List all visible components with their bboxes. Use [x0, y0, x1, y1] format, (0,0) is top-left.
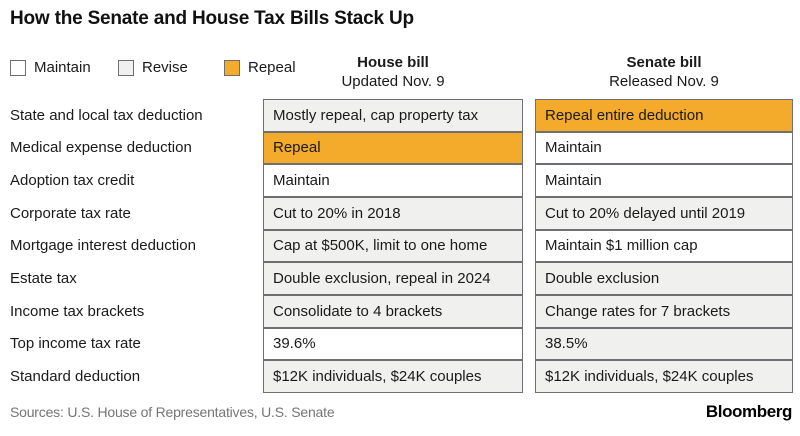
- house-cell: Double exclusion, repeal in 2024: [263, 262, 523, 295]
- senate-bill-subtitle: Released Nov. 9: [609, 73, 719, 90]
- house-cell: Mostly repeal, cap property tax: [263, 99, 523, 132]
- header-band: Maintain Revise Repeal House bill Update…: [0, 52, 800, 98]
- table-row: Mortgage interest deduction Cap at $500K,…: [0, 229, 800, 263]
- house-bill-subtitle: Updated Nov. 9: [341, 73, 445, 90]
- row-label: Adoption tax credit: [10, 172, 135, 190]
- senate-cell: Repeal entire deduction: [535, 99, 793, 132]
- house-cell: Cut to 20% in 2018: [263, 197, 523, 230]
- comparison-table: State and local tax deduction Mostly repe…: [0, 99, 800, 393]
- house-cell: Cap at $500K, limit to one home: [263, 229, 523, 263]
- senate-cell: Maintain $1 million cap: [535, 229, 793, 263]
- senate-cell: $12K individuals, $24K couples: [535, 360, 793, 393]
- table-row: Standard deduction $12K individuals, $24K…: [0, 360, 800, 393]
- table-row: Income tax brackets Consolidate to 4 brac…: [0, 295, 800, 328]
- row-label: Corporate tax rate: [10, 204, 131, 222]
- senate-cell: Change rates for 7 brackets: [535, 295, 793, 328]
- bloomberg-logo: Bloomberg: [705, 402, 793, 421]
- legend-item-repeal: Repeal: [224, 59, 296, 76]
- house-cell: Maintain: [263, 164, 523, 197]
- table-row: Adoption tax credit Maintain Maintain: [0, 164, 800, 197]
- table-row: Corporate tax rate Cut to 20% in 2018 Cut …: [0, 197, 800, 230]
- row-label: Estate tax: [10, 270, 77, 288]
- row-label: Top income tax rate: [10, 335, 141, 353]
- senate-bill-title: Senate bill: [626, 54, 702, 71]
- legend-label-repeal: Repeal: [248, 59, 296, 76]
- senate-cell: Double exclusion: [535, 262, 793, 295]
- legend-swatch-repeal: [224, 59, 240, 76]
- legend-label-revise: Revise: [142, 59, 188, 76]
- senate-bill-column-header: Senate bill Released Nov. 9: [535, 53, 793, 91]
- row-label: Income tax brackets: [10, 302, 145, 320]
- row-label: Medical expense deduction: [10, 139, 192, 157]
- legend-swatch-revise: [118, 59, 134, 76]
- house-bill-title: House bill: [357, 54, 429, 71]
- senate-cell: Cut to 20% delayed until 2019: [535, 197, 793, 230]
- senate-cell: 38.5%: [535, 327, 793, 361]
- row-label: Standard deduction: [10, 368, 141, 386]
- legend-item-revise: Revise: [118, 59, 188, 76]
- house-cell: Consolidate to 4 brackets: [263, 295, 523, 328]
- table-row: State and local tax deduction Mostly repe…: [0, 99, 800, 132]
- senate-cell: Maintain: [535, 164, 793, 197]
- table-row: Estate tax Double exclusion, repeal in 20…: [0, 262, 800, 295]
- table-row: Medical expense deduction Repeal Maintain: [0, 131, 800, 165]
- house-cell: Repeal: [263, 131, 523, 165]
- senate-cell: Maintain: [535, 131, 793, 165]
- table-row: Top income tax rate 39.6% 38.5%: [0, 327, 800, 361]
- legend-item-maintain: Maintain: [10, 59, 91, 76]
- legend-label-maintain: Maintain: [34, 59, 91, 76]
- house-cell: 39.6%: [263, 327, 523, 361]
- legend-swatch-maintain: [10, 59, 26, 76]
- row-label: Mortgage interest deduction: [10, 237, 196, 255]
- house-bill-column-header: House bill Updated Nov. 9: [263, 53, 523, 91]
- sources-note: Sources: U.S. House of Representatives, …: [10, 404, 335, 420]
- row-label: State and local tax deduction: [10, 106, 203, 124]
- chart-title: How the Senate and House Tax Bills Stack…: [10, 8, 414, 29]
- house-cell: $12K individuals, $24K couples: [263, 360, 523, 393]
